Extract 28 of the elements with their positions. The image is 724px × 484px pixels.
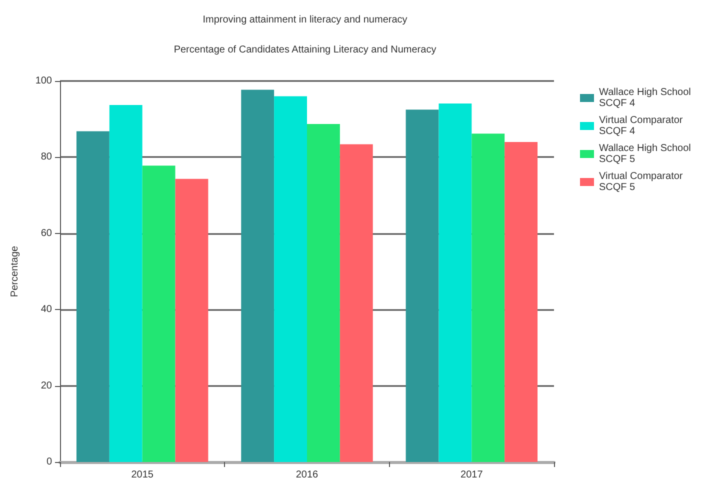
legend-label: Wallace High School SCQF 4 <box>599 87 694 109</box>
bar <box>142 166 176 462</box>
bar <box>438 103 472 462</box>
y-tick-label: 40 <box>40 304 52 316</box>
y-tick-label: 60 <box>40 228 52 239</box>
bar <box>175 178 208 462</box>
chart-subtitle: Percentage of Candidates Attaining Literacy and Numeracy <box>174 44 436 56</box>
bar <box>274 96 307 462</box>
x-tick-label: 2015 <box>131 470 154 480</box>
legend-label: Virtual Comparator SCQF 5 <box>599 171 686 193</box>
bar <box>241 90 274 462</box>
y-tick-label: 20 <box>40 380 52 392</box>
bar <box>307 124 340 462</box>
chart-title: Improving attainment in literacy and numeracy <box>202 14 408 26</box>
legend-label: Wallace High School SCQF 5 <box>599 143 694 165</box>
y-axis-title: Percentage <box>10 245 20 298</box>
y-tick-label: 0 <box>46 456 52 468</box>
bar <box>504 142 538 462</box>
bar <box>340 144 373 462</box>
bar <box>109 105 142 462</box>
bar <box>76 131 110 462</box>
x-tick-label: 2017 <box>460 470 484 480</box>
y-tick-label: 100 <box>35 76 52 86</box>
bar <box>472 134 505 462</box>
bar <box>406 110 439 462</box>
legend-label: Virtual Comparator SCQF 4 <box>599 115 686 137</box>
x-tick-label: 2016 <box>296 470 319 480</box>
y-tick-label: 80 <box>40 152 52 163</box>
